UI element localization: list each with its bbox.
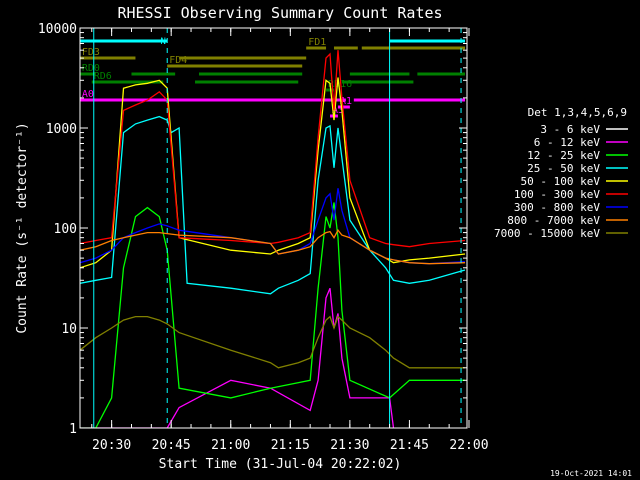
- legend-label: 50 - 100 keV: [521, 175, 601, 188]
- legend-label: 12 - 25 keV: [527, 149, 600, 162]
- legend-label: 3 - 6 keV: [540, 123, 600, 136]
- series-layer: [80, 50, 466, 428]
- flag-label-a3: A3: [332, 105, 344, 116]
- series-line-0: [80, 272, 394, 428]
- y-tick-label: 10: [61, 322, 77, 337]
- night-label: N: [161, 37, 166, 47]
- legend-label: 25 - 50 keV: [527, 162, 600, 175]
- flag-label-rd16: RD16: [328, 79, 352, 90]
- y-tick-label: 1000: [46, 122, 77, 137]
- x-tick-label: 20:30: [92, 438, 131, 453]
- legend-label: 300 - 800 keV: [514, 201, 600, 214]
- series-line-8: [80, 315, 465, 369]
- series-line-2: [80, 202, 465, 428]
- chart-title: RHESSI Observing Summary Count Rates: [117, 4, 442, 22]
- legend-label: 800 - 7000 keV: [507, 214, 600, 227]
- flag-label-a0: A0: [82, 89, 94, 100]
- series-line-3: [80, 115, 466, 295]
- x-tick-label: 22:00: [449, 438, 488, 453]
- flag-label-fd3: FD3: [82, 47, 100, 58]
- series-line-7: [80, 229, 466, 265]
- x-tick-label: 21:30: [330, 438, 369, 453]
- flag-label-rd6: RD6: [94, 71, 112, 82]
- y-tick-label: 10000: [38, 22, 77, 37]
- footer-date: 19-Oct-2021 14:01: [550, 469, 632, 478]
- flag-label-rd0: RD0: [82, 63, 100, 74]
- x-tick-label: 20:45: [152, 438, 191, 453]
- y-tick-label: 1: [69, 422, 77, 437]
- series-line-5: [80, 50, 466, 248]
- flag-label-a1: A1: [340, 96, 352, 107]
- legend-title: Det 1,3,4,5,6,9: [528, 106, 627, 119]
- x-tick-label: 21:00: [211, 438, 250, 453]
- x-axis: 20:30 20:45 21:00 21:15 21:30 21:45 22:00: [91, 28, 489, 453]
- flag-label-fd1: FD1: [308, 37, 326, 48]
- x-axis-label: Start Time (31-Jul-04 20:22:02): [159, 457, 402, 472]
- y-axis: 1 10 100 1000 10000: [38, 22, 467, 437]
- flag-label-fd4: FD4: [169, 55, 187, 66]
- y-axis-label: Count Rate (s⁻¹ detector⁻¹): [15, 122, 30, 333]
- y-tick-label: 100: [54, 222, 77, 237]
- x-tick-label: 21:15: [271, 438, 310, 453]
- legend-label: 6 - 12 keV: [534, 136, 601, 149]
- legend-label: 100 - 300 keV: [514, 188, 600, 201]
- legend-label: 7000 - 15000 keV: [494, 227, 600, 240]
- x-tick-label: 21:45: [390, 438, 429, 453]
